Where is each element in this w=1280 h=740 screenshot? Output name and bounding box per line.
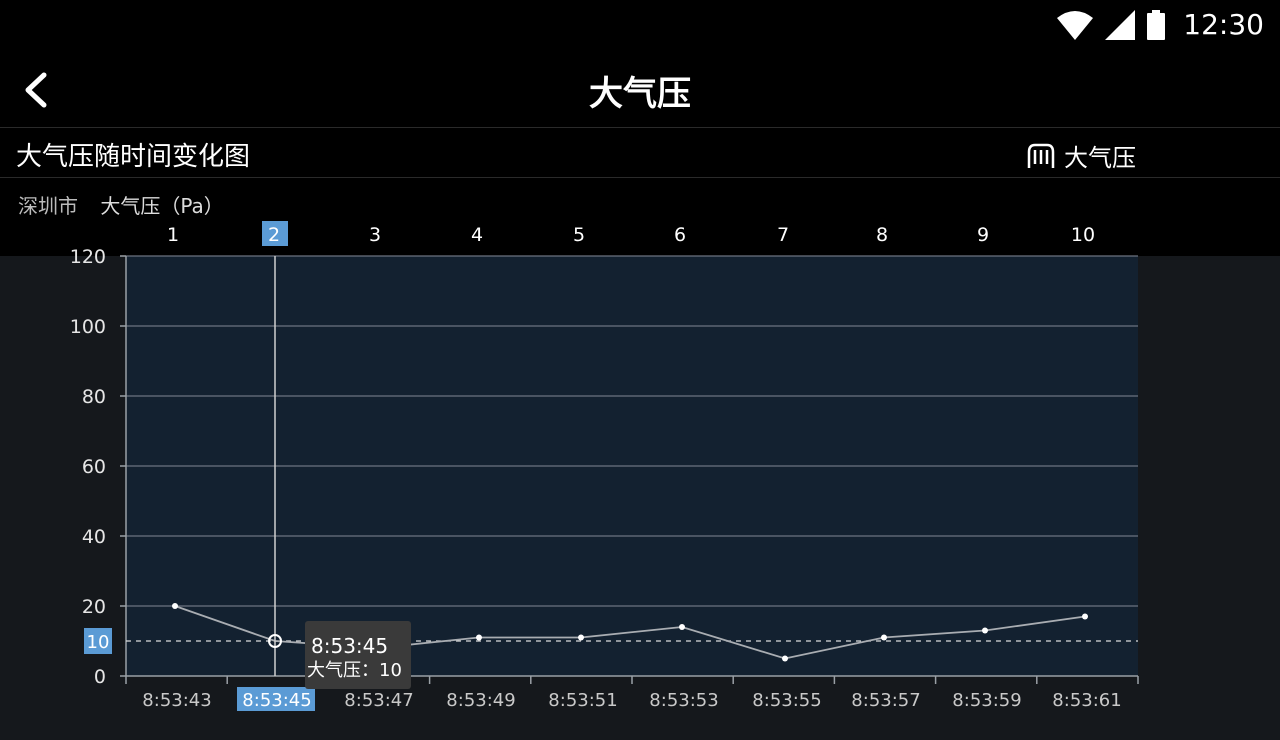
status-icons: 12:30 — [1057, 8, 1264, 41]
x-tick-label: 8:53:43 — [142, 690, 211, 711]
x-tick-label: 8:53:47 — [344, 690, 413, 711]
reference-badge — [84, 628, 112, 654]
x-tick-label: 8:53:55 — [752, 690, 821, 711]
x-tick-label: 8:53:53 — [649, 690, 718, 711]
x-tick-label: 8:53:45 — [242, 690, 311, 711]
y-tick-label: 40 — [82, 526, 106, 548]
reference-label: 10 — [87, 632, 110, 653]
divider — [0, 127, 1280, 128]
back-button[interactable] — [14, 68, 58, 112]
data-point — [881, 634, 887, 641]
x-tick-label: 8:53:57 — [851, 690, 920, 711]
x-tick-label: 8:53:61 — [1052, 690, 1121, 711]
data-point — [476, 634, 482, 641]
y-tick-label: 20 — [82, 596, 106, 618]
top-label: 1 — [167, 224, 179, 246]
data-point-selected — [268, 634, 282, 648]
pressure-icon — [1027, 143, 1055, 168]
divider — [0, 177, 1280, 178]
status-time: 12:30 — [1183, 8, 1264, 41]
top-label: 8 — [876, 224, 888, 246]
x-tick-label: 8:53:51 — [548, 690, 617, 711]
data-point — [782, 655, 788, 662]
wifi-icon — [1057, 10, 1094, 40]
x-tick-label: 8:53:49 — [446, 690, 515, 711]
chart-section-title: 大气压随时间变化图 — [16, 142, 251, 172]
unit-label: 大气压（Pa） — [100, 194, 224, 218]
data-point — [578, 634, 584, 641]
legend-item[interactable]: 大气压 — [1026, 138, 1136, 173]
tooltip — [305, 621, 411, 689]
battery-icon — [1147, 9, 1166, 40]
y-tick-label: 100 — [70, 316, 106, 338]
top-label: 6 — [674, 224, 686, 246]
y-tick-label: 0 — [94, 666, 106, 688]
top-label: 7 — [777, 224, 789, 246]
data-point — [679, 624, 685, 630]
top-label: 10 — [1071, 224, 1095, 246]
top-label: 5 — [573, 224, 585, 246]
data-point — [982, 627, 988, 634]
tooltip-time: 8:53:45 — [311, 634, 388, 658]
top-label: 2 — [268, 224, 280, 246]
status-bar: 12:30 — [0, 0, 1280, 52]
legend-label: 大气压 — [1064, 144, 1136, 172]
y-tick-label: 120 — [70, 246, 106, 268]
x-label-highlight — [237, 687, 315, 711]
page-title: 大气压 — [589, 74, 691, 114]
y-tick-label: 60 — [82, 456, 106, 478]
y-tick-label: 80 — [82, 386, 106, 408]
top-label: 9 — [977, 224, 989, 246]
chevron-left-icon — [25, 72, 47, 108]
app-bar: 大气压 — [0, 52, 1280, 126]
x-tick-label: 8:53:59 — [952, 690, 1021, 711]
city-label: 深圳市 — [18, 194, 78, 218]
top-label: 3 — [369, 224, 381, 246]
data-point — [172, 603, 178, 609]
data-point — [1082, 613, 1088, 620]
cell-signal-icon — [1105, 9, 1136, 40]
top-label-highlight — [262, 221, 288, 246]
tooltip-value: 大气压：10 — [307, 660, 402, 681]
top-label: 4 — [471, 224, 483, 246]
chart-subtitle: 深圳市 大气压（Pa） — [18, 190, 224, 219]
